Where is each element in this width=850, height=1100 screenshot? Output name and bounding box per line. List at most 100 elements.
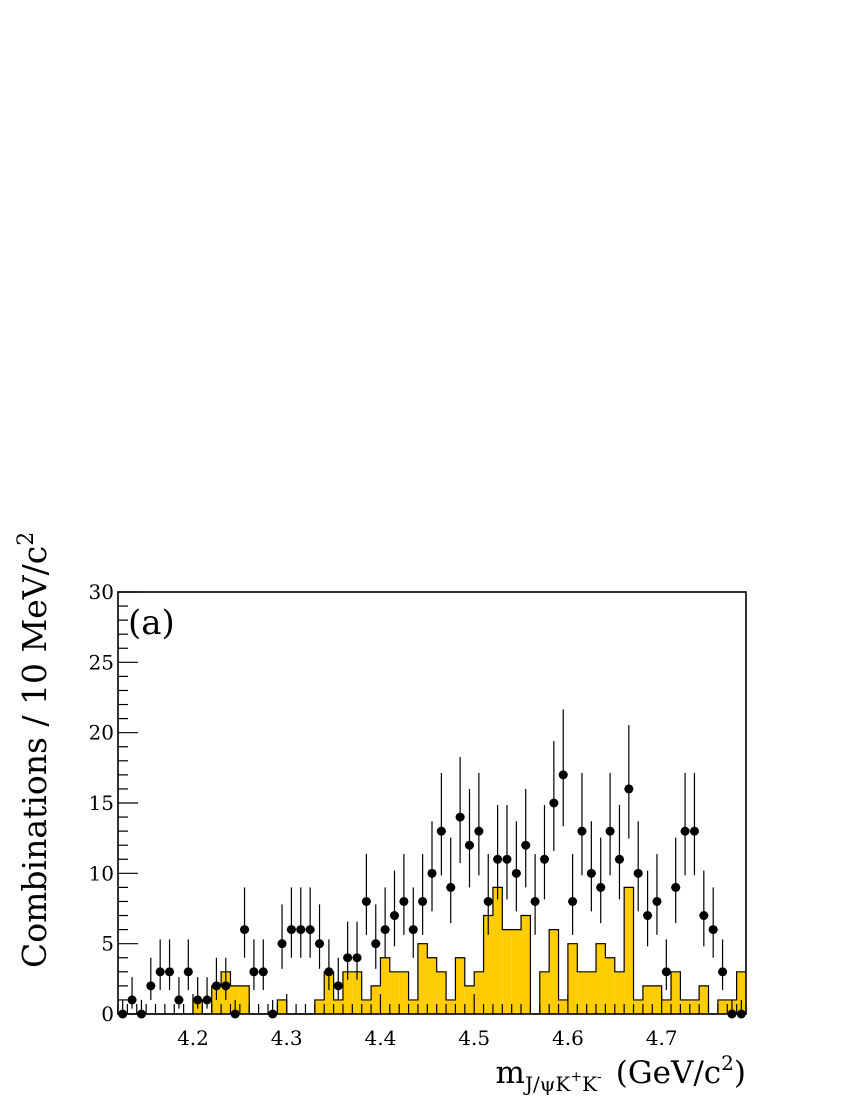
x-axis-title-subscript: J/ψK — [523, 1072, 571, 1096]
data-marker — [343, 953, 353, 963]
histogram-bar — [380, 957, 390, 1014]
data-marker — [474, 826, 484, 836]
y-axis-title-main: Combinations / 10 MeV/c — [15, 546, 54, 968]
data-point — [643, 870, 653, 947]
data-marker — [558, 770, 568, 780]
data-marker — [127, 995, 137, 1005]
x-axis-title-unit-sup: 2 — [721, 1051, 734, 1075]
data-marker — [202, 995, 212, 1005]
data-marker — [146, 981, 156, 991]
x-axis-title-sup2: - — [597, 1069, 602, 1085]
data-marker — [436, 826, 446, 836]
data-marker — [633, 868, 643, 878]
data-point — [455, 756, 465, 864]
data-marker — [193, 995, 203, 1005]
data-marker — [165, 967, 175, 977]
data-point — [633, 821, 643, 912]
y-tick-label: 5 — [101, 932, 114, 956]
data-point — [539, 805, 549, 900]
histogram-bar — [586, 971, 597, 1014]
data-marker — [671, 882, 681, 892]
x-tick-label: 4.4 — [365, 1026, 397, 1050]
x-tick-label: 4.5 — [458, 1026, 490, 1050]
x-tick-label: 4.6 — [552, 1026, 584, 1050]
data-marker — [680, 826, 690, 836]
data-point — [483, 854, 493, 935]
x-tick-label: 4.3 — [271, 1026, 303, 1050]
y-tick-label: 0 — [101, 1002, 114, 1026]
y-tick-label: 20 — [89, 721, 114, 745]
histogram-bar — [642, 985, 653, 1014]
data-point — [436, 772, 446, 876]
data-marker — [361, 896, 371, 906]
data-marker — [586, 868, 596, 878]
data-marker — [596, 882, 606, 892]
x-axis-title-unit-open: (GeV/c — [616, 1055, 721, 1091]
data-point — [258, 939, 268, 991]
data-point — [136, 999, 146, 1019]
histogram-bar — [567, 943, 578, 1014]
x-axis-ticks: 4.2 4.3 4.4 4.5 4.6 4.7 — [117, 994, 747, 1050]
data-point — [315, 904, 325, 969]
histogram-bar — [605, 957, 615, 1014]
data-marker — [502, 854, 512, 864]
data-marker — [305, 925, 315, 935]
data-marker — [614, 854, 624, 864]
histogram-bar — [399, 971, 409, 1014]
data-point — [380, 887, 390, 958]
data-point — [118, 999, 128, 1019]
data-marker — [577, 826, 587, 836]
data-marker — [446, 882, 456, 892]
x-tick-label: 4.7 — [646, 1026, 678, 1050]
data-marker — [605, 826, 615, 836]
x-axis-title-base: m — [496, 1055, 525, 1091]
histogram-bar — [624, 887, 634, 1014]
data-point — [718, 939, 728, 991]
data-point — [493, 805, 503, 900]
data-point — [202, 977, 212, 1009]
data-marker — [258, 967, 268, 977]
data-marker — [408, 925, 418, 935]
histogram-bar — [717, 999, 728, 1014]
data-point — [268, 999, 278, 1019]
histogram-bar — [614, 971, 625, 1014]
data-point — [221, 957, 231, 1000]
histogram-bar — [324, 971, 334, 1014]
histogram-bar — [464, 985, 475, 1014]
data-marker — [718, 967, 728, 977]
data-point — [474, 772, 484, 876]
data-marker — [511, 868, 521, 878]
data-point — [165, 939, 175, 991]
histogram-bar — [577, 971, 587, 1014]
x-tick-label: 4.2 — [177, 1026, 209, 1050]
data-point — [296, 887, 306, 958]
histogram-bar — [549, 929, 559, 1014]
data-point — [399, 854, 409, 935]
data-marker — [652, 896, 662, 906]
data-marker — [399, 896, 409, 906]
data-marker — [380, 925, 390, 935]
data-marker — [427, 868, 437, 878]
data-point — [699, 870, 709, 947]
data-marker — [699, 911, 709, 921]
histogram-bar — [417, 943, 428, 1014]
data-point — [286, 887, 296, 958]
histogram-bar — [652, 985, 662, 1014]
data-point — [155, 939, 165, 991]
y-axis-title: Combinations / 10 MeV/c2 — [14, 532, 54, 968]
data-marker — [352, 953, 362, 963]
data-point — [324, 939, 334, 991]
data-point — [408, 887, 418, 958]
data-point — [193, 977, 203, 1009]
data-point — [464, 788, 474, 888]
histogram-bar — [521, 915, 531, 1014]
data-point — [586, 821, 596, 912]
data-point — [558, 709, 568, 827]
histogram-bar — [474, 971, 484, 1014]
histogram-bar — [558, 999, 568, 1014]
data-point — [671, 837, 681, 924]
data-point — [521, 788, 531, 888]
data-marker — [249, 967, 259, 977]
histogram-bar — [389, 971, 400, 1014]
data-point — [333, 957, 343, 1000]
